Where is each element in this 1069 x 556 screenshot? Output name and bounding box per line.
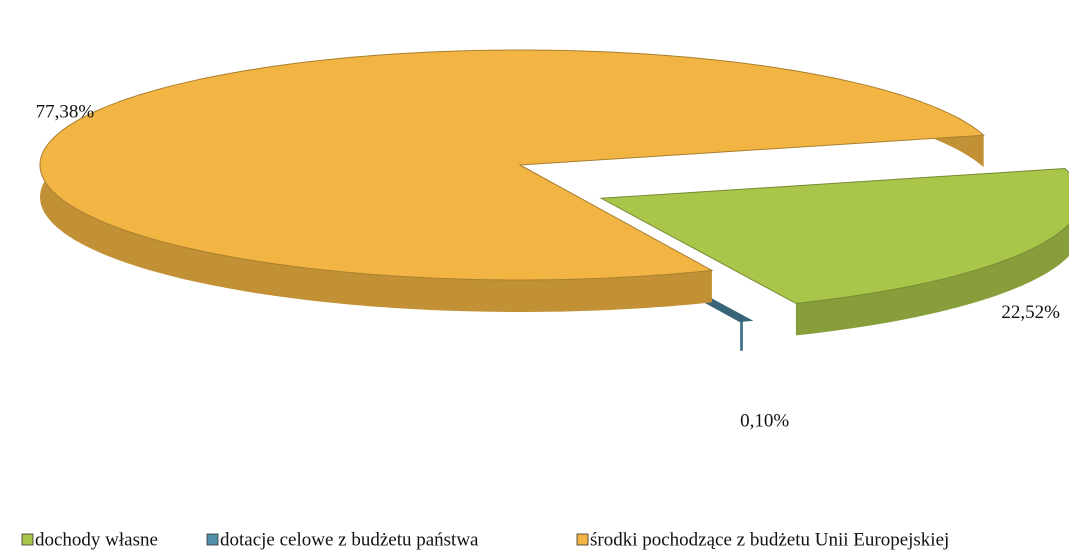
slice-side [740,318,743,351]
legend-swatch [206,533,219,546]
legend-swatch [576,533,589,546]
legend-swatch [21,533,34,546]
legend-label: środki pochodzące z budżetu Unii Europej… [590,529,949,550]
slice-side [795,168,1069,336]
legend-label: dochody własne [35,529,158,550]
data-label: 22,52% [1001,302,1060,323]
legend: dochody własne dotacje celowe z budżetu p… [21,529,949,550]
data-label: 0,10% [740,411,789,432]
legend-label: dotacje celowe z budżetu państwa [220,529,479,550]
slice [39,49,985,281]
slice [599,167,1069,304]
data-label: 77,38% [36,102,95,123]
